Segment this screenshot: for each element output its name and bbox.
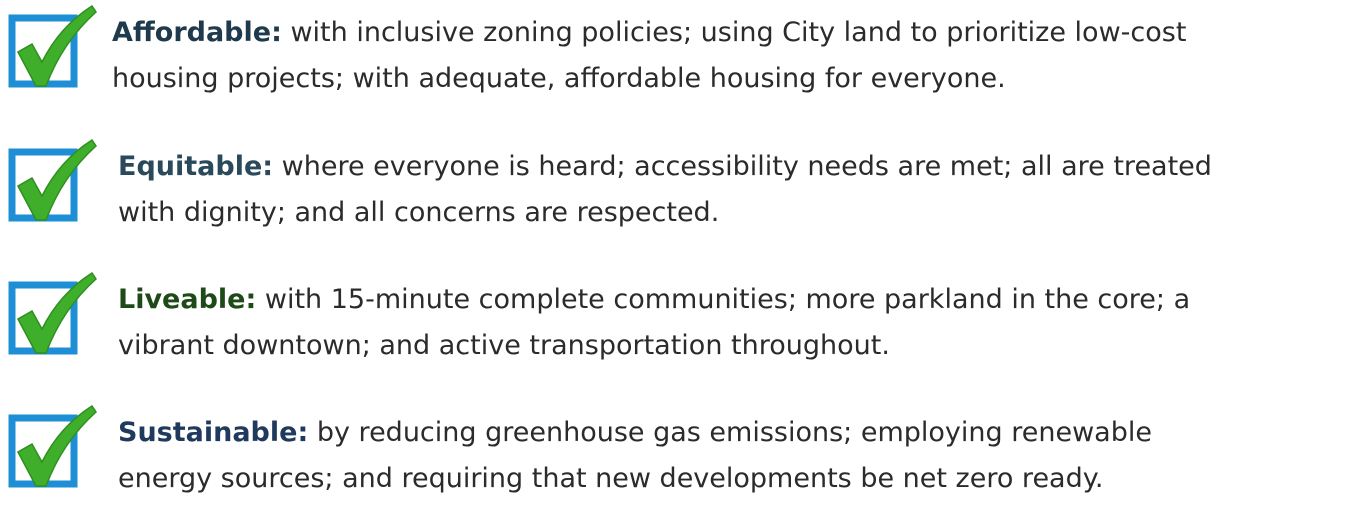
item-text: Equitable: where everyone is heard; acce… bbox=[118, 144, 1212, 236]
item-text: Liveable: with 15-minute complete commun… bbox=[118, 277, 1190, 369]
item-line: with dignity; and all concerns are respe… bbox=[118, 197, 720, 228]
item-line: where everyone is heard; accessibility n… bbox=[281, 151, 1212, 182]
checkbox-icon bbox=[8, 4, 97, 88]
item-term: Equitable: bbox=[118, 151, 274, 182]
item-term: Affordable: bbox=[112, 17, 282, 48]
checkbox-icon bbox=[8, 138, 97, 222]
checklist-item: Affordable: with inclusive zoning polici… bbox=[0, 0, 1366, 110]
page: {"items": [ {"term": "Affordable:", "ter… bbox=[0, 0, 1366, 494]
checklist-item: Sustainable: by reducing greenhouse gas … bbox=[0, 400, 1366, 510]
item-line: with 15-minute complete communities; mor… bbox=[264, 284, 1191, 315]
checklist-item: Equitable: where everyone is heard; acce… bbox=[0, 134, 1366, 244]
item-line: housing projects; with adequate, afforda… bbox=[112, 63, 1006, 94]
checklist-item: Liveable: with 15-minute complete commun… bbox=[0, 267, 1366, 377]
item-text: Affordable: with inclusive zoning polici… bbox=[112, 10, 1186, 102]
checkbox-icon bbox=[8, 404, 97, 488]
item-term: Sustainable: bbox=[118, 417, 309, 448]
item-line: vibrant downtown; and active transportat… bbox=[118, 330, 890, 361]
checkbox-icon bbox=[8, 271, 97, 355]
item-line: energy sources; and requiring that new d… bbox=[118, 463, 1104, 494]
item-line: by reducing greenhouse gas emissions; em… bbox=[316, 417, 1152, 448]
item-line: with inclusive zoning policies; using Ci… bbox=[290, 17, 1187, 48]
item-term: Liveable: bbox=[118, 284, 257, 315]
item-text: Sustainable: by reducing greenhouse gas … bbox=[118, 410, 1152, 502]
